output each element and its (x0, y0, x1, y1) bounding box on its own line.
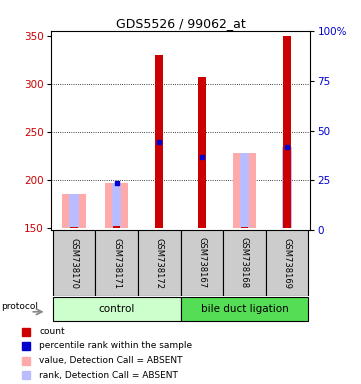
Bar (95, 230, 138, 296)
Text: value, Detection Call = ABSENT: value, Detection Call = ABSENT (39, 356, 183, 365)
Bar (69, 194, 79, 228)
Bar (240, 153, 249, 228)
Title: GDS5526 / 99062_at: GDS5526 / 99062_at (116, 17, 245, 30)
Bar (283, 36, 291, 228)
Text: GSM738167: GSM738167 (197, 237, 206, 289)
Bar (155, 55, 163, 228)
Text: GSM738169: GSM738169 (283, 238, 292, 288)
Text: GSM738171: GSM738171 (112, 238, 121, 288)
Text: GSM738170: GSM738170 (69, 238, 78, 288)
Text: rank, Detection Call = ABSENT: rank, Detection Call = ABSENT (39, 371, 178, 380)
Bar (138, 230, 180, 296)
Bar (223, 230, 266, 296)
Bar (105, 183, 128, 228)
Bar (53, 297, 180, 321)
Bar (180, 297, 308, 321)
Text: GSM738172: GSM738172 (155, 238, 164, 288)
Text: bile duct ligation: bile duct ligation (201, 304, 288, 314)
Text: count: count (39, 327, 65, 336)
Text: protocol: protocol (1, 302, 38, 311)
Bar (198, 77, 206, 228)
Text: percentile rank within the sample: percentile rank within the sample (39, 341, 192, 351)
Bar (180, 230, 223, 296)
Bar (53, 230, 95, 296)
Bar (62, 194, 86, 228)
Bar (112, 183, 121, 228)
Bar (233, 153, 256, 228)
Bar (70, 227, 78, 228)
Bar (266, 230, 308, 296)
Text: control: control (99, 304, 135, 314)
Bar (282, 147, 292, 228)
Bar (240, 227, 248, 228)
Text: GSM738168: GSM738168 (240, 237, 249, 289)
Bar (113, 225, 121, 228)
